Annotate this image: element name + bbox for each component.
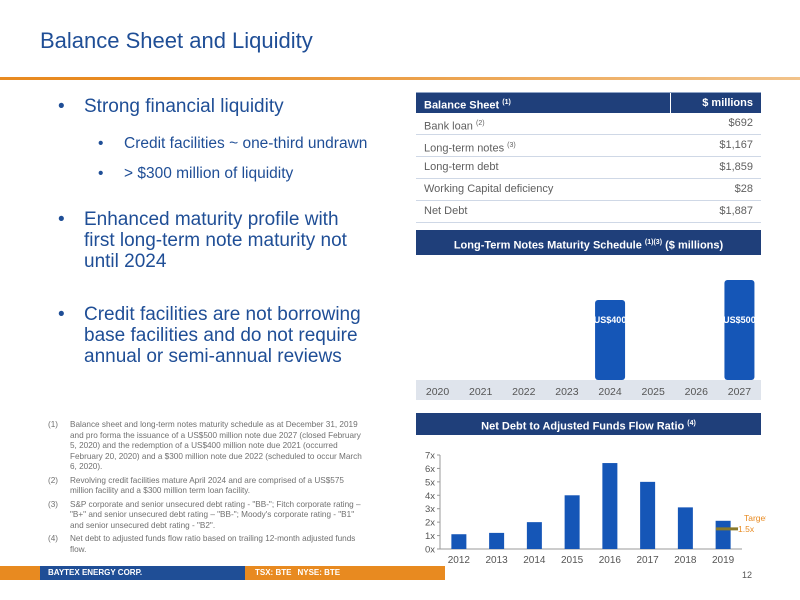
maturity-tick-label: 2025 (642, 386, 666, 398)
ratio-bar (715, 520, 731, 549)
footnote-2: (2) Revolving credit facilities mature Ap… (48, 475, 344, 496)
title-divider (0, 77, 800, 80)
page-number: 12 (741, 570, 752, 580)
table-row: Net Debt $1,887 (416, 201, 761, 223)
y-tick-label: 2x (425, 518, 435, 529)
balance-sheet-table: Balance Sheet (1) $ millions Bank loan (… (416, 92, 761, 223)
y-tick-label: 6x (425, 464, 435, 475)
maturity-tick-label: 2023 (555, 386, 579, 398)
x-tick-label: 2016 (599, 555, 622, 566)
tsx-ticker: TSX: BTE (255, 568, 292, 577)
maturity-axis-band (416, 380, 761, 400)
footer-company: BAYTEX ENERGY CORP. (40, 566, 245, 580)
target-label: Target (744, 513, 766, 523)
bullet-credit-facilities: Credit facilities are not borrowing base… (58, 304, 368, 367)
x-tick-label: 2012 (448, 555, 471, 566)
balance-sheet-header-units: $ millions (702, 97, 753, 109)
table-row: Bank loan (2) $692 (416, 113, 761, 135)
y-tick-label: 1x (425, 531, 435, 542)
table-row: Long-term debt $1,859 (416, 157, 761, 179)
maturity-bar (595, 300, 626, 380)
y-tick-label: 3x (425, 504, 435, 515)
y-tick-label: 0x (425, 545, 435, 556)
ratio-bar (526, 522, 542, 549)
balance-sheet-header: Balance Sheet (1) $ millions (416, 92, 761, 113)
ratio-bar (677, 507, 693, 549)
sub-bullet-liquidity-amount: > $300 million of liquidity (98, 165, 368, 183)
maturity-bar (724, 280, 755, 380)
table-row: Working Capital deficiency $28 (416, 179, 761, 201)
sub-bullet-credit-facilities: Credit facilities ~ one-third undrawn (98, 135, 368, 153)
x-tick-label: 2015 (561, 555, 584, 566)
table-row: Long-term notes (3) $1,167 (416, 135, 761, 157)
bullet-maturity-profile: Enhanced maturity profile with first lon… (58, 209, 368, 272)
maturity-data-label: US$500 (723, 315, 756, 325)
footer-accent (0, 566, 40, 580)
ratio-bar (489, 532, 505, 549)
x-tick-label: 2018 (674, 555, 697, 566)
x-tick-label: 2013 (486, 555, 509, 566)
ratio-bar (602, 463, 618, 549)
x-tick-label: 2017 (637, 555, 660, 566)
footnotes: (1) Balance sheet and long-term notes mat… (48, 420, 366, 558)
net-debt-chart-svg: 0x 1x 2x 3x 4x 5x 6x 7x 2012 2013 2014 2015 2016 2017… (425, 451, 768, 567)
ratio-bar (451, 534, 467, 549)
footnote-3: (3) S&P corporate and senior unsecured de… (48, 499, 361, 530)
footnote-1: (1) Balance sheet and long-term notes mat… (48, 420, 362, 471)
footer-tickers: TSX: BTE NYSE: BTE (245, 566, 445, 580)
maturity-tick-label: 2026 (685, 386, 709, 398)
target-value-label: 1.5x (738, 524, 755, 534)
page-title: Balance Sheet and Liquidity (40, 28, 313, 53)
y-tick-label: 5x (425, 477, 435, 488)
maturity-tick-label: 2022 (512, 386, 536, 398)
net-debt-ratio-header: Net Debt to Adjusted Funds Flow Ratio (4… (416, 413, 761, 435)
y-tick-label: 7x (425, 451, 435, 462)
maturity-tick-label: 2024 (598, 386, 622, 398)
maturity-schedule-chart: 2020 2021 2022 2023 2024 US$400 2025 2026 2027 US… (416, 262, 761, 400)
nyse-ticker: NYSE: BTE (297, 568, 341, 577)
ratio-bar (564, 495, 580, 549)
maturity-tick-label: 2020 (426, 386, 450, 398)
maturity-tick-label: 2027 (728, 386, 752, 398)
y-tick-label: 4x (425, 491, 435, 502)
bullet-liquidity: Strong financial liquidity (58, 96, 368, 117)
maturity-data-label: US$400 (594, 315, 627, 325)
bullet-list: Strong financial liquidity Credit facili… (58, 96, 368, 385)
x-tick-label: 2014 (523, 555, 546, 566)
net-debt-ratio-chart: 0x 1x 2x 3x 4x 5x 6x 7x 2012 2013 2014 2015 2016 2017… (416, 442, 768, 570)
balance-sheet-header-label: Balance Sheet (424, 99, 500, 112)
maturity-chart-svg: 2020 2021 2022 2023 2024 US$400 2025 2026 2027 US… (426, 280, 756, 398)
x-tick-label: 2019 (712, 555, 735, 566)
maturity-schedule-header: Long-Term Notes Maturity Schedule (1)(3)… (416, 230, 761, 255)
maturity-tick-label: 2021 (469, 386, 493, 398)
ratio-bar (640, 481, 656, 549)
footnote-4: (4) Net debt to adjusted funds flow ratio… (48, 534, 356, 554)
